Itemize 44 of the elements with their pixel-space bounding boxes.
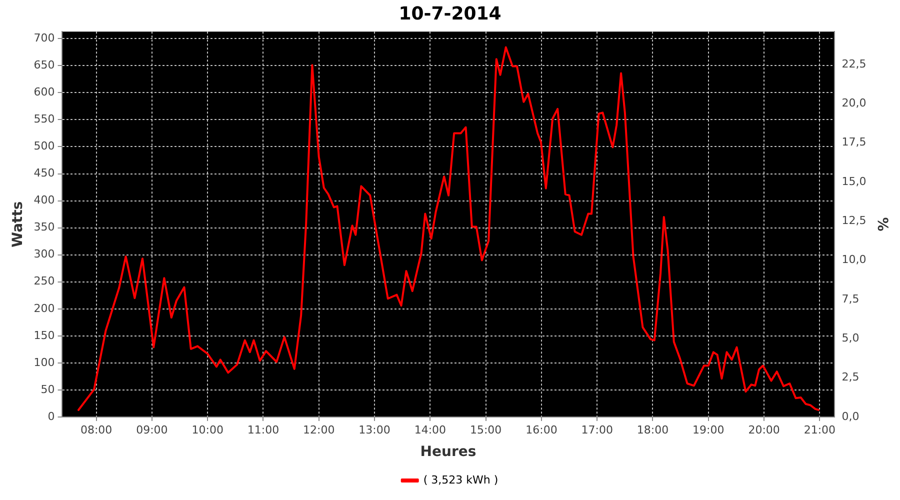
x-tick-label: 18:00 — [636, 423, 669, 436]
y2-tick-label: 2,5 — [842, 370, 860, 384]
chart-title: 10-7-2014 — [398, 3, 502, 24]
y-tick-label: 100 — [34, 356, 55, 369]
y-tick-label: 650 — [34, 58, 55, 72]
x-tick-label: 08:00 — [80, 423, 112, 436]
legend-label: ( 3,523 kWh ) — [423, 473, 498, 486]
y-tick-label: 150 — [34, 328, 55, 342]
y2-tick-label: 0,0 — [842, 410, 860, 423]
y2-tick-label: 17,5 — [842, 136, 866, 149]
y-tick-label: 500 — [34, 140, 55, 153]
y-tick-label: 550 — [34, 112, 55, 126]
y-tick-label: 450 — [34, 166, 55, 180]
y2-tick-label: 12,5 — [842, 214, 866, 228]
y-tick-label: 0 — [48, 410, 55, 423]
y-tick-label: 400 — [34, 194, 55, 207]
y2-tick-label: 15,0 — [842, 174, 866, 188]
x-tick-label: 16:00 — [526, 423, 558, 436]
y-tick-label: 300 — [34, 248, 55, 261]
y-axis-title: Watts — [10, 201, 26, 248]
x-tick-label: 14:00 — [414, 423, 446, 436]
x-tick-label: 17:00 — [581, 423, 613, 436]
x-tick-label: 09:00 — [136, 423, 168, 436]
y-tick-label: 700 — [34, 31, 55, 44]
x-tick-label: 12:00 — [303, 423, 335, 436]
y2-tick-label: 5,0 — [842, 332, 860, 345]
x-tick-label: 21:00 — [804, 423, 836, 436]
x-tick-label: 11:00 — [247, 423, 280, 436]
y-tick-label: 600 — [34, 86, 55, 99]
x-axis-title: Heures — [420, 444, 476, 460]
y2-tick-label: 7,5 — [842, 292, 860, 306]
y-tick-label: 200 — [34, 302, 55, 315]
y2-tick-label: 20,0 — [842, 96, 866, 110]
y-tick-label: 250 — [34, 274, 55, 288]
y2-tick-label: 22,5 — [842, 57, 866, 70]
y-tick-label: 50 — [40, 382, 55, 396]
y2-tick-label: 10,0 — [842, 253, 866, 266]
y-tick-label: 350 — [34, 220, 55, 234]
y2-axis-title: % — [874, 217, 890, 232]
x-tick-label: 10:00 — [192, 423, 224, 436]
x-tick-label: 19:00 — [692, 423, 724, 436]
x-tick-label: 13:00 — [358, 423, 390, 436]
x-tick-label: 15:00 — [470, 423, 502, 436]
x-tick-label: 20:00 — [748, 423, 780, 436]
